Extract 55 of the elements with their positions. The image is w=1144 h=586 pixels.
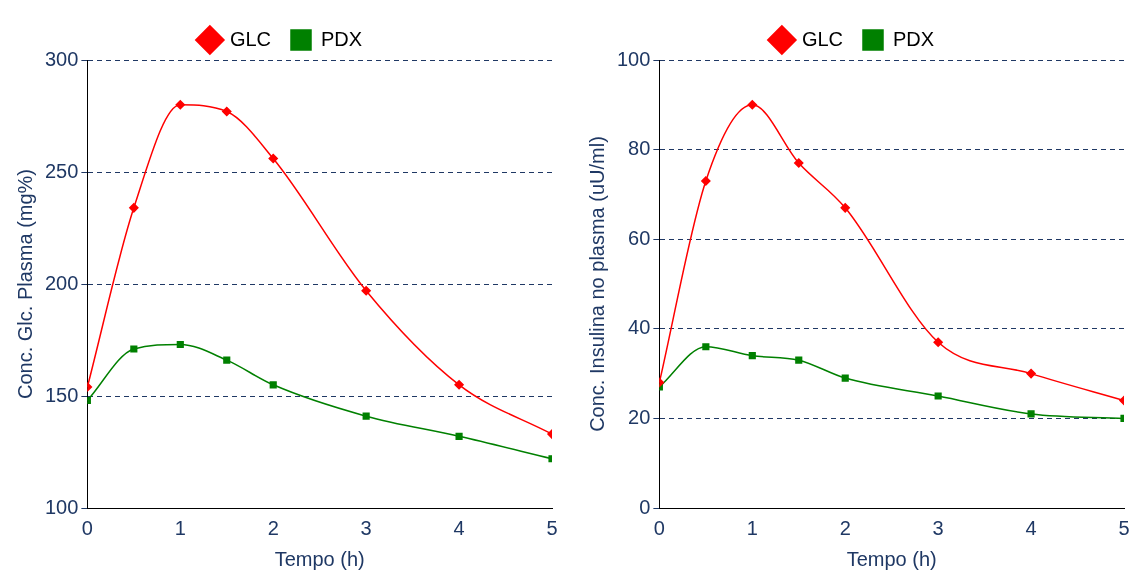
point (130, 345, 138, 353)
x-axis-title: Tempo (h) (846, 547, 937, 570)
point (1026, 368, 1036, 379)
legend-label: GLC (229, 27, 271, 50)
point (1027, 410, 1035, 418)
point (362, 412, 370, 420)
x-tick-label: 3 (932, 516, 944, 539)
y-tick-label: 300 (44, 47, 79, 70)
point (934, 392, 942, 400)
point (222, 106, 232, 117)
point (454, 380, 464, 390)
x-axis-title: Tempo (h) (274, 547, 365, 570)
y-tick-label: 60 (628, 226, 651, 249)
legend-label: GLC (801, 27, 843, 50)
point (748, 352, 756, 360)
y-tick-label: 150 (44, 383, 79, 406)
point (795, 356, 803, 364)
point (933, 337, 943, 347)
point (840, 203, 850, 213)
y-tick-label: 100 (44, 495, 79, 518)
point (455, 432, 463, 440)
y-tick-label: 200 (44, 271, 79, 294)
point (268, 153, 278, 164)
x-tick-label: 5 (1118, 516, 1130, 539)
point (129, 203, 139, 213)
point (269, 381, 277, 389)
x-tick-label: 1 (746, 516, 758, 539)
y-tick-label: 40 (628, 316, 651, 339)
x-tick-label: 1 (174, 516, 186, 539)
y-tick-label: 250 (44, 159, 79, 182)
x-tick-label: 4 (453, 516, 465, 539)
point (747, 100, 758, 110)
point (175, 100, 186, 110)
x-tick-label: 4 (1025, 516, 1037, 539)
legend-label: PDX (893, 27, 935, 50)
x-tick-label: 2 (267, 516, 279, 539)
point (701, 176, 711, 186)
y-tick-label: 100 (616, 47, 651, 70)
y-tick-label: 20 (628, 405, 651, 428)
x-tick-label: 0 (653, 516, 665, 539)
point (794, 158, 804, 168)
legend-label: PDX (321, 27, 363, 50)
x-tick-label: 3 (360, 516, 372, 539)
x-tick-label: 2 (839, 516, 851, 539)
point (223, 356, 231, 364)
point (176, 340, 184, 349)
point (361, 285, 371, 296)
x-tick-label: 0 (81, 516, 93, 539)
y-tick-label: 0 (639, 495, 651, 518)
point (702, 343, 710, 351)
x-tick-label: 5 (546, 516, 558, 539)
y-axis-title: Conc. Glc. Plasma (mg%) (13, 168, 36, 400)
y-tick-label: 80 (628, 137, 651, 160)
point (841, 374, 849, 382)
y-axis-title: Conc. Insulina no plasma (uU/ml) (585, 136, 608, 432)
